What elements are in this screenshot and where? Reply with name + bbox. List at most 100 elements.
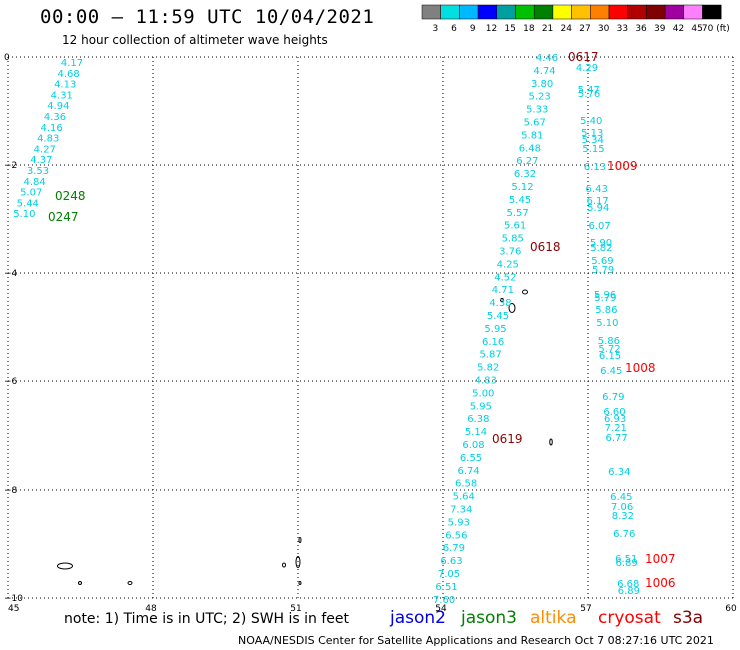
y-tick-label: −4: [4, 269, 18, 279]
swh-value-east: 5.79: [594, 293, 616, 304]
swh-value-central: 6.08: [462, 440, 484, 451]
swh-value-east: 5.86: [595, 305, 617, 316]
colorbar-swatch: [552, 4, 572, 20]
colorbar-swatch: [459, 4, 479, 20]
colorbar-label: 27: [579, 24, 590, 34]
colorbar-label: 3: [432, 24, 438, 34]
swh-value-central: 7.34: [450, 505, 472, 516]
swh-value-central: 4.46: [536, 53, 558, 64]
colorbar-label: 30: [598, 24, 610, 34]
swh-value-west: 5.44: [17, 198, 39, 209]
land-outline: [549, 438, 553, 446]
swh-value-central: 4.71: [492, 285, 514, 296]
swh-value-central: 6.79: [443, 543, 465, 554]
swh-value-east: 5.72: [598, 344, 620, 355]
colorbar-swatch: [533, 4, 554, 20]
swh-value-east: 5.69: [591, 256, 613, 267]
swh-value-east: 6.76: [613, 529, 635, 540]
swh-value-west: 4.94: [47, 101, 69, 112]
colorbar-label: 45: [691, 24, 702, 34]
pass-time-central: 0619: [492, 432, 523, 446]
swh-value-central: 5.95: [470, 401, 492, 412]
swh-value-central: 6.48: [519, 143, 541, 154]
swh-value-central: 4.52: [494, 272, 516, 283]
swh-value-west: 4.84: [23, 177, 45, 188]
swh-value-east: 5.47: [578, 85, 600, 96]
swh-value-central: 5.57: [506, 208, 528, 219]
y-tick-label: −2: [4, 161, 17, 171]
land-outline: [282, 562, 286, 568]
swh-value-central: 5.14: [465, 427, 487, 438]
swh-value-central: 7.60: [433, 595, 455, 606]
swh-value-central: 5.33: [526, 105, 548, 116]
swh-value-central: 6.55: [460, 453, 482, 464]
colorbar-label: 12: [486, 24, 497, 34]
page-title: 00:00 – 11:59 UTC 10/04/2021: [40, 6, 375, 28]
satellite-legend-jason3: jason3: [461, 608, 517, 628]
swh-value-central: 4.74: [533, 66, 555, 77]
colorbar-label: 39: [654, 24, 666, 34]
swh-value-east: 6.89: [615, 558, 637, 569]
land-outline: [127, 581, 133, 585]
swh-value-east: 6.77: [605, 433, 627, 444]
swh-value-east: 6.68: [617, 579, 639, 590]
swh-value-central: 5.93: [448, 517, 470, 528]
swh-value-east: 5.15: [582, 144, 604, 155]
swh-value-east: 5.10: [596, 318, 618, 329]
land-outline: [508, 303, 516, 313]
colorbar-swatch: [515, 4, 535, 20]
swh-value-west: 3.53: [27, 166, 49, 177]
land-outline: [522, 289, 528, 295]
colorbar-swatch: [608, 4, 628, 20]
x-tick-label: 45: [8, 604, 19, 614]
wave-height-labels: 4.174.684.134.314.944.364.164.834.274.37…: [13, 50, 675, 606]
pass-time-cryosat: 1009: [607, 159, 638, 173]
swh-value-central: 4.25: [497, 259, 519, 270]
colorbar: 3 6 9 12 15 18 21 24 27 30 33 36 39 42 45 70 (ft): [421, 4, 730, 34]
swh-value-east: 6.15: [599, 351, 621, 362]
swh-value-west: 4.37: [30, 155, 52, 166]
satellite-legend-s3a: s3a: [673, 608, 704, 628]
swh-value-central: 5.45: [487, 311, 509, 322]
land-outline: [78, 581, 82, 585]
swh-value-east: 5.82: [590, 243, 612, 254]
swh-value-central: 5.95: [484, 324, 506, 335]
colorbar-label: 24: [561, 24, 573, 34]
swh-value-central: 5.81: [521, 130, 543, 141]
swh-value-west: 5.10: [13, 209, 35, 220]
x-tick-label: 57: [580, 604, 591, 614]
swh-value-east: 6.13: [584, 162, 606, 173]
colorbar-label: 18: [523, 24, 535, 34]
swh-value-central: 6.51: [435, 582, 457, 593]
swh-value-east: 5.13: [581, 128, 603, 139]
land-outline: [295, 556, 301, 568]
swh-value-west: 5.07: [20, 188, 42, 199]
pass-time-jason3: 0248: [55, 189, 86, 203]
colorbar-swatch: [683, 4, 703, 20]
swh-value-central: 4.83: [475, 376, 497, 387]
swh-value-east: 5.76: [578, 89, 600, 100]
colorbar-swatch: [664, 4, 685, 20]
swh-value-east: 5.34: [582, 135, 604, 146]
swh-value-central: 3.76: [499, 247, 521, 258]
swh-value-west: 4.36: [44, 112, 66, 123]
swh-value-west: 4.31: [51, 90, 73, 101]
colorbar-swatch: [590, 4, 610, 20]
swh-value-east: 6.93: [604, 414, 626, 425]
swh-value-central: 6.63: [440, 556, 462, 567]
swh-value-central: 6.38: [467, 414, 489, 425]
axis-ticks: 45 48 51 54 57 60 0 −2 −4 −6 −8 −10: [4, 53, 737, 614]
swh-value-east: 6.60: [603, 407, 625, 418]
swh-value-west: 4.16: [40, 123, 62, 134]
swh-value-east: 6.45: [610, 492, 632, 503]
note-text: note: 1) Time is in UTC; 2) SWH is in fe…: [64, 611, 350, 627]
swh-value-east: 5.96: [594, 290, 616, 301]
swh-value-central: 3.80: [531, 79, 553, 90]
swh-value-west: 4.13: [54, 80, 76, 91]
satellite-legend-jason2: jason2: [390, 608, 446, 628]
swh-value-central: 6.32: [514, 169, 536, 180]
colorbar-swatch: [496, 4, 516, 20]
swh-value-central: 6.58: [455, 479, 477, 490]
